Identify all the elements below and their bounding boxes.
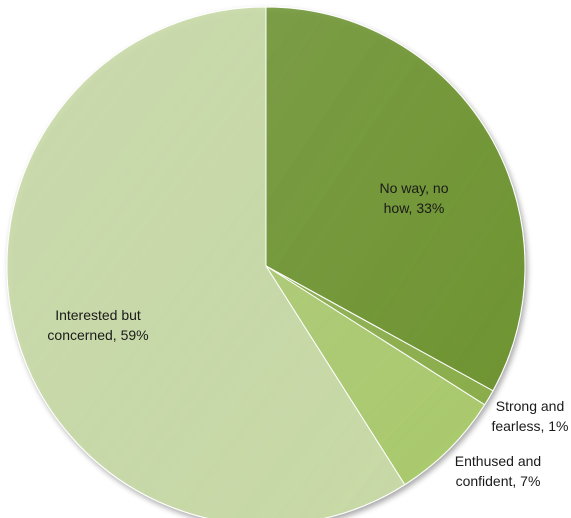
data-label-interested-but-concerned: Interested but concerned, 59% bbox=[47, 307, 148, 343]
data-label-enthused-and-confident: Enthused and confident, 7% bbox=[455, 453, 541, 489]
pie-slice-interested-but-concerned bbox=[6, 6, 406, 518]
pie-labels: No way, no how, 33% Strong and fearless, 1%… bbox=[47, 180, 568, 489]
pie-slices bbox=[6, 6, 526, 518]
data-label-strong-and-fearless: Strong and fearless, 1% bbox=[491, 398, 568, 434]
data-label-no-way-no-how: No way, no how, 33% bbox=[380, 180, 449, 216]
pie-slice-no-way-no-how bbox=[265, 6, 526, 392]
pie-slice-enthused-and-confident bbox=[265, 265, 486, 486]
